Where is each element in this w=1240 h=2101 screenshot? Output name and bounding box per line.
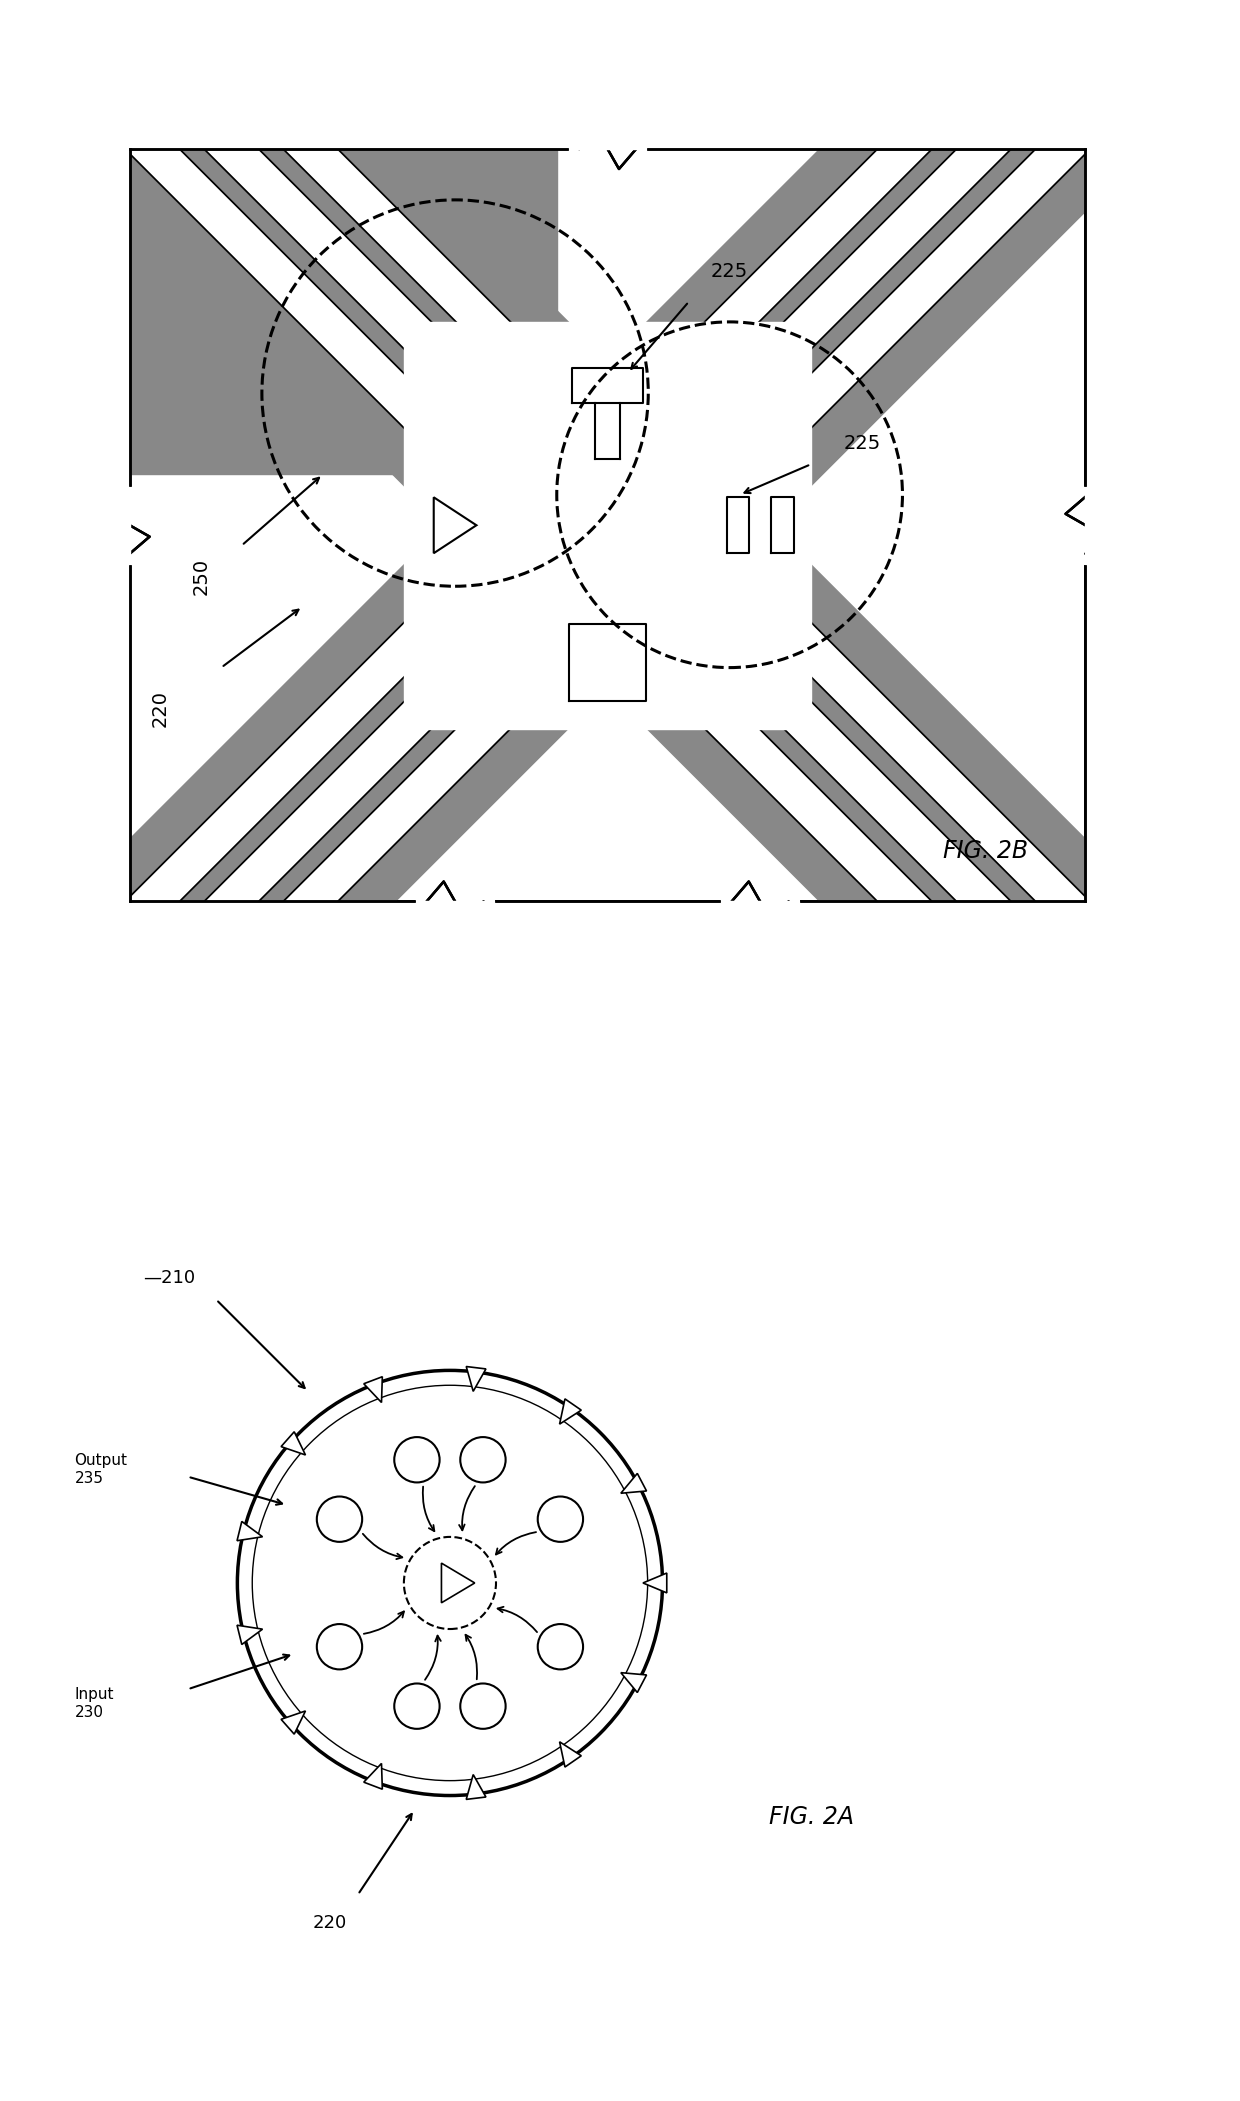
Polygon shape — [644, 1574, 667, 1593]
Polygon shape — [99, 118, 1116, 149]
Polygon shape — [621, 1672, 646, 1693]
Polygon shape — [363, 1376, 382, 1403]
Bar — [404, 321, 811, 729]
Polygon shape — [94, 0, 640, 477]
Polygon shape — [559, 1742, 582, 1767]
Text: 220: 220 — [151, 689, 170, 727]
Polygon shape — [237, 1626, 263, 1645]
Polygon shape — [547, 464, 1229, 1147]
Polygon shape — [15, 13, 560, 557]
Polygon shape — [559, 1399, 582, 1424]
Polygon shape — [0, 464, 668, 1147]
Polygon shape — [575, 0, 1121, 477]
Polygon shape — [55, 0, 600, 517]
Polygon shape — [130, 149, 557, 475]
Text: 220: 220 — [312, 1914, 347, 1933]
Text: 225: 225 — [711, 261, 748, 282]
Circle shape — [316, 1624, 362, 1670]
Polygon shape — [466, 1775, 486, 1798]
Polygon shape — [130, 149, 506, 424]
Polygon shape — [99, 118, 130, 933]
Text: 250: 250 — [191, 557, 211, 595]
Text: Output
235: Output 235 — [74, 1454, 128, 1485]
Text: Input
230: Input 230 — [74, 1687, 114, 1719]
Circle shape — [538, 1496, 583, 1542]
Circle shape — [460, 1683, 506, 1729]
Polygon shape — [130, 149, 1085, 901]
Text: 225: 225 — [843, 435, 880, 454]
Polygon shape — [94, 574, 640, 1118]
Polygon shape — [237, 1521, 263, 1540]
Polygon shape — [0, 0, 668, 586]
Polygon shape — [130, 149, 1085, 901]
Circle shape — [538, 1624, 583, 1670]
Polygon shape — [655, 13, 1200, 557]
Text: FIG. 2B: FIG. 2B — [944, 838, 1028, 864]
Text: —210: —210 — [143, 1269, 195, 1288]
Circle shape — [316, 1496, 362, 1542]
Polygon shape — [621, 1473, 646, 1494]
Polygon shape — [363, 1763, 382, 1790]
Polygon shape — [55, 534, 600, 1078]
Circle shape — [394, 1683, 440, 1729]
Polygon shape — [441, 1563, 475, 1603]
Polygon shape — [281, 1431, 305, 1456]
Polygon shape — [547, 0, 1229, 586]
Polygon shape — [615, 0, 1161, 517]
Polygon shape — [434, 498, 476, 553]
Circle shape — [394, 1437, 440, 1483]
Polygon shape — [1085, 118, 1116, 933]
Circle shape — [460, 1437, 506, 1483]
Polygon shape — [466, 1366, 486, 1391]
Polygon shape — [655, 494, 1200, 1038]
Polygon shape — [575, 574, 1121, 1118]
Polygon shape — [281, 1710, 305, 1733]
Polygon shape — [99, 901, 1116, 933]
Polygon shape — [615, 534, 1161, 1078]
Polygon shape — [15, 494, 560, 1038]
Text: FIG. 2A: FIG. 2A — [769, 1805, 854, 1830]
